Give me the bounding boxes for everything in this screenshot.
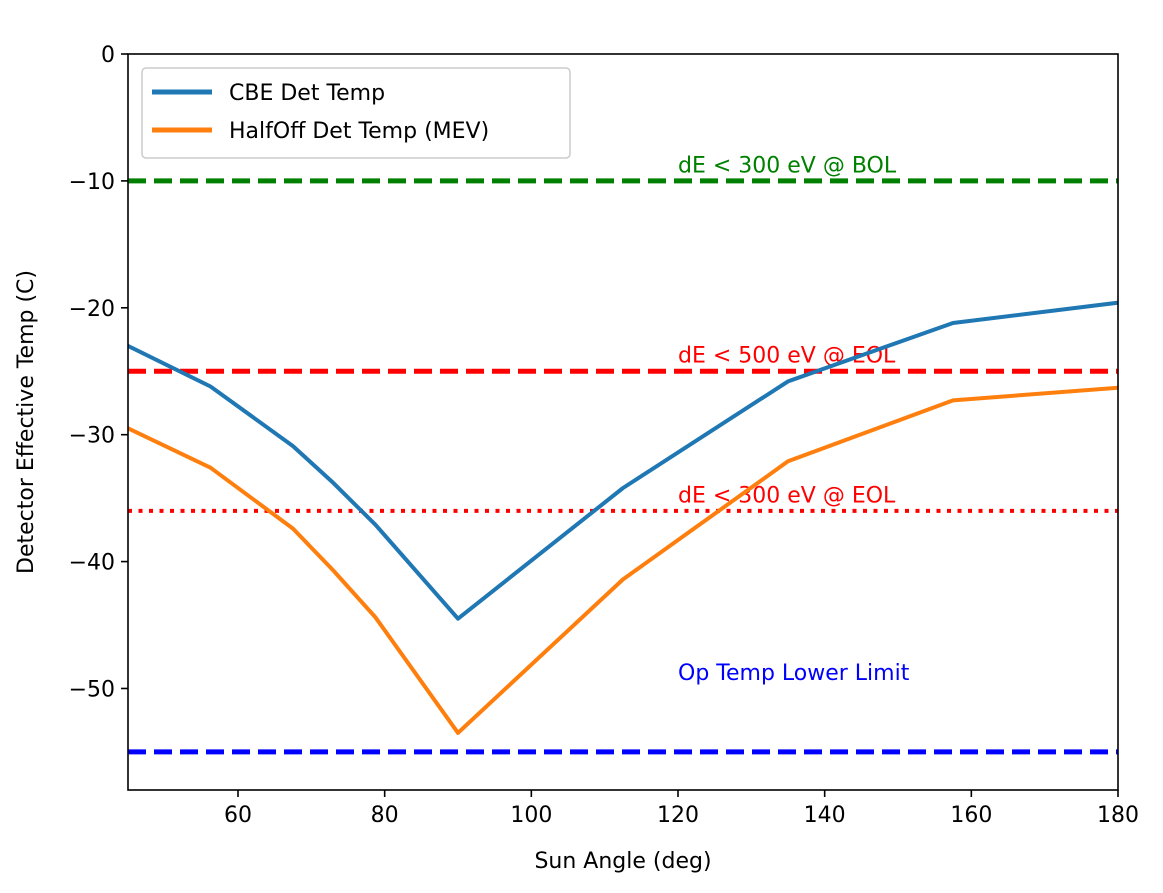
reference-line-label: dE < 300 eV @ EOL: [678, 483, 896, 508]
y-tick-label: −20: [69, 297, 115, 322]
series-lines: [128, 300, 1118, 735]
x-tick-label: 100: [510, 803, 552, 828]
reference-lines: [128, 178, 1118, 755]
x-axis-label: Sun Angle (deg): [534, 849, 711, 874]
y-tick-label: 0: [101, 43, 115, 68]
y-tick-label: −40: [69, 551, 115, 576]
legend-frame: [141, 67, 571, 159]
y-axis-label: Detector Effective Temp (C): [14, 270, 39, 574]
series-line: [128, 385, 1118, 735]
series-line: [128, 300, 1118, 621]
x-axis-ticks: 60 80 100 120 140 160 180: [224, 790, 1139, 828]
y-axis-ticks: 0 −10 −20 −30 −40 −50: [69, 43, 128, 702]
x-tick-label: 140: [804, 803, 846, 828]
x-tick-label: 60: [224, 803, 252, 828]
x-tick-label: 80: [371, 803, 399, 828]
legend-label: CBE Det Temp: [229, 81, 385, 106]
x-tick-label: 120: [657, 803, 699, 828]
reference-line-label: Op Temp Lower Limit: [678, 661, 910, 686]
y-tick-label: −30: [69, 424, 115, 449]
legend-label: HalfOff Det Temp (MEV): [229, 119, 489, 144]
y-tick-label: −50: [69, 677, 115, 702]
x-tick-label: 160: [950, 803, 992, 828]
reference-line-label: dE < 300 eV @ BOL: [678, 153, 897, 178]
x-tick-label: 180: [1097, 803, 1139, 828]
y-tick-label: −10: [69, 170, 115, 195]
plot-area-frame: [127, 53, 1119, 791]
legend: CBE Det Temp HalfOff Det Temp (MEV): [141, 67, 571, 159]
